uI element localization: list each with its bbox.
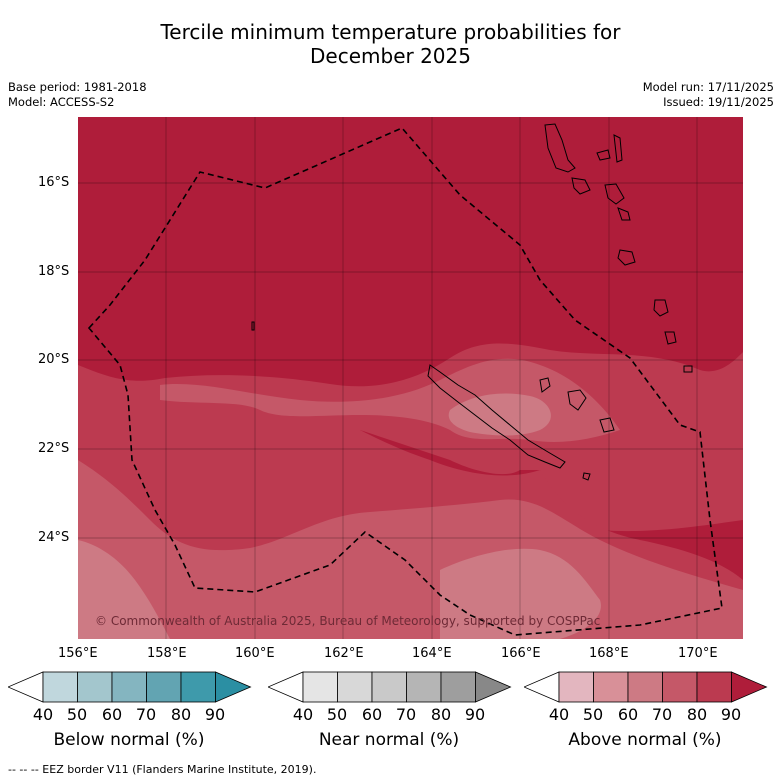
colorbar-segment [696,671,732,703]
colorbar-near-title: Near normal (%) [318,730,460,750]
colorbar-tick: 50 [582,705,604,724]
lon-label: 164°E [412,646,452,661]
new-caledonia-land [427,364,566,469]
colorbar-tick: 40 [32,705,54,724]
colorbar-segment [337,671,373,703]
colorbar-segment [77,671,113,703]
lon-label: 162°E [324,646,364,661]
band-50-60-c [448,393,551,436]
colorbar-above-title: Above normal (%) [568,730,722,750]
base-period: Base period: 1981-2018 [8,80,147,94]
meta-left: Base period: 1981-2018 Model: ACCESS-S2 [8,80,147,110]
band-50-60-b [440,548,601,639]
title-line-2: December 2025 [310,44,471,68]
colorbar-tick: 60 [361,705,383,724]
meta-right: Model run: 17/11/2025 Issued: 19/11/2025 [643,80,774,110]
lon-label: 166°E [501,646,541,661]
colorbar-arrow-low [8,671,44,703]
loyalty-islands [539,377,615,433]
colorbar-tick: 60 [101,705,123,724]
colorbar-segment [627,671,663,703]
colorbar-tick: 50 [66,705,88,724]
title-line-1: Tercile minimum temperature probabilitie… [160,20,621,44]
copyright-notice: © Commonwealth of Australia 2025, Bureau… [95,614,601,628]
eez-footnote: -- -- -- EEZ border V11 (Flanders Marine… [8,763,317,776]
lat-label: 16°S [38,175,70,190]
issued-date: Issued: 19/11/2025 [663,95,774,109]
lon-label: 156°E [58,646,98,661]
eez-border [87,127,723,636]
colorbar-segment [371,671,407,703]
graticule [78,117,743,639]
colorbar-tick: 60 [617,705,639,724]
colorbar-above [524,671,768,703]
colorbar-segment [406,671,442,703]
colorbar-tick: 90 [204,705,226,724]
colorbar-tick: 40 [548,705,570,724]
lat-label: 24°S [38,530,70,545]
lon-label: 158°E [147,646,187,661]
colorbar-arrow-high [215,671,252,703]
lon-label: 160°E [235,646,275,661]
colorbar-tick: 70 [651,705,673,724]
colorbar-segment [180,671,216,703]
model-run: Model run: 17/11/2025 [642,80,774,94]
colorbar-tick: 80 [170,705,192,724]
colorbar-tick: 50 [326,705,348,724]
colorbar-tick: 80 [686,705,708,724]
lon-label: 168°E [589,646,629,661]
colorbar-tick: 80 [430,705,452,724]
colorbar-arrow-high [731,671,768,703]
colorbar-segment [662,671,698,703]
band-50-60 [78,540,170,639]
colorbar-tick: 70 [135,705,157,724]
lon-label: 170°E [678,646,718,661]
colorbar-segment [440,671,476,703]
colorbar-segment [111,671,147,703]
colorbar-arrow-low [268,671,304,703]
colorbar-tick: 90 [464,705,486,724]
lat-label: 22°S [38,441,70,456]
vanuatu-islands [544,123,693,481]
colorbar-arrow-high [475,671,512,703]
colorbar-segment [593,671,629,703]
colorbar-segment [42,671,78,703]
lat-label: 18°S [38,264,70,279]
colorbar-tick: 90 [720,705,742,724]
colorbar-segment [302,671,338,703]
small-island [251,321,255,331]
colorbar-tick: 70 [395,705,417,724]
colorbar-below-title: Below normal (%) [53,730,205,750]
colorbar-below [8,671,252,703]
colorbar-segment [558,671,594,703]
colorbar-near [268,671,512,703]
colorbar-tick: 40 [292,705,314,724]
lat-label: 20°S [38,352,70,367]
map-title: Tercile minimum temperature probabilitie… [0,20,781,68]
model-name: Model: ACCESS-S2 [8,95,115,109]
colorbar-arrow-low [524,671,560,703]
colorbar-segment [146,671,182,703]
